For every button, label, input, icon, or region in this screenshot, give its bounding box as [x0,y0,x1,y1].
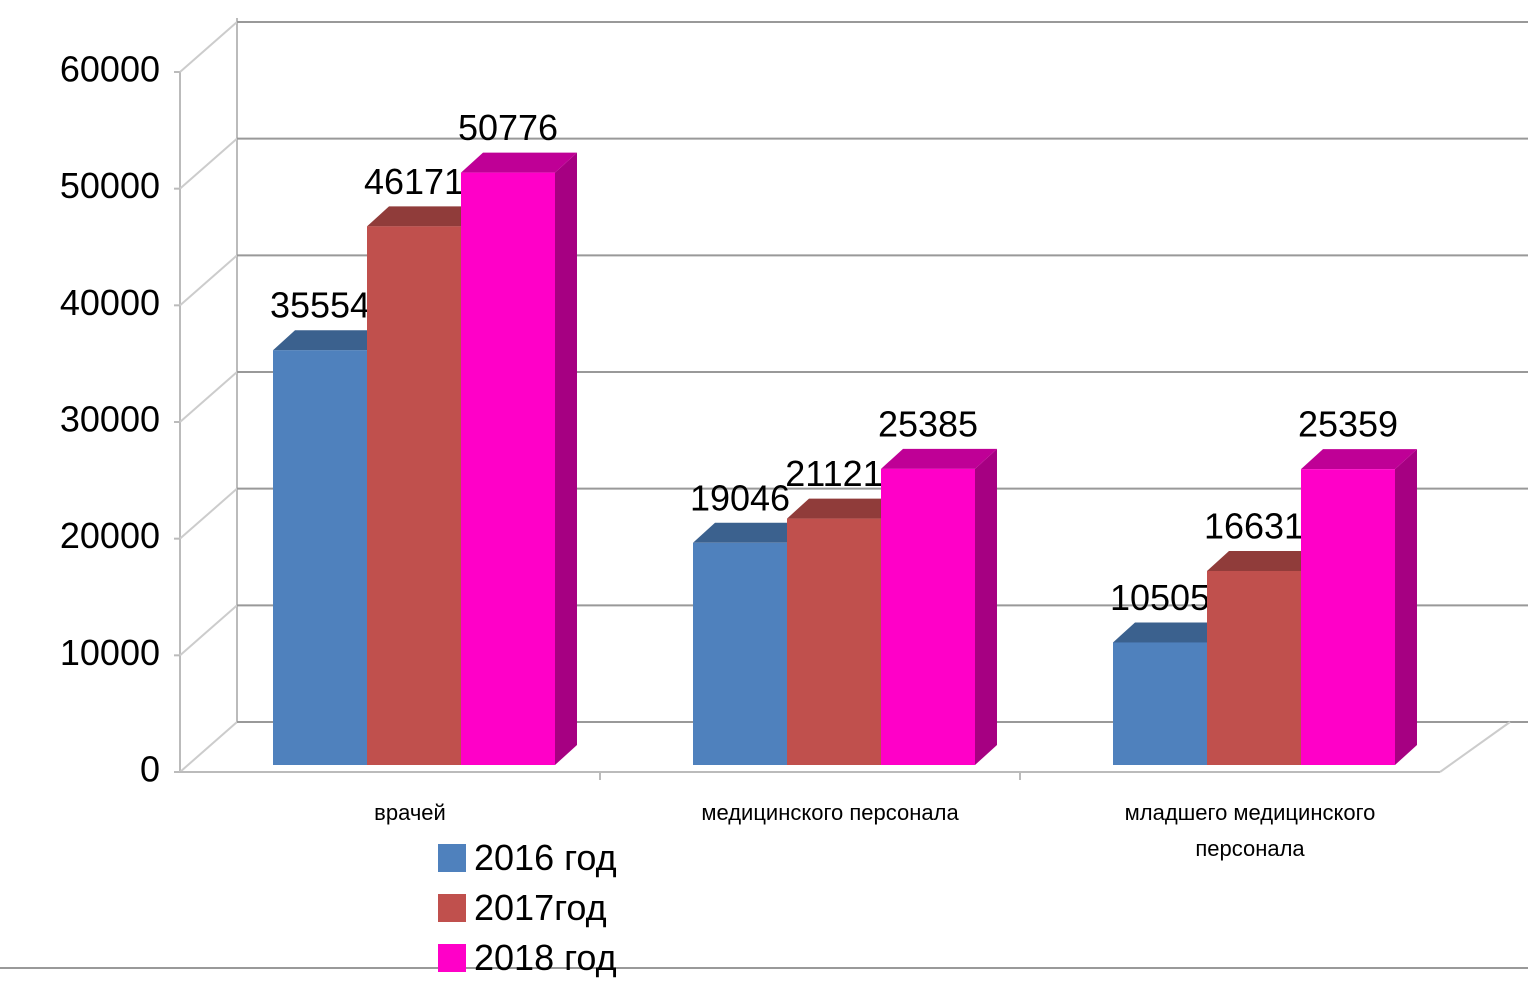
value-label: 19046 [690,477,790,518]
y-tick-label: 60000 [60,49,160,90]
legend-item: 2016 год [438,836,617,880]
y-tick-label: 50000 [60,165,160,206]
bar [367,226,461,766]
grid-diagonal [179,254,238,307]
bar-top [1301,449,1417,470]
legend-swatch [438,844,466,872]
grid-diagonal [179,487,238,540]
grid-diagonal [179,371,238,423]
value-label: 46171 [364,161,464,202]
value-label: 25359 [1298,404,1398,445]
value-label: 16631 [1204,505,1304,546]
x-tick-label: врачей [374,800,446,825]
bar-side [975,448,997,765]
y-tick-label: 20000 [60,515,160,556]
grid-diagonal [179,721,238,773]
legend-label: 2018 год [474,937,617,978]
bar-top [787,498,903,519]
bar-top [693,522,809,543]
bar-top [461,152,577,173]
legend-label: 2016 год [474,837,617,878]
x-tick-label: младшего медицинского персонала [1124,800,1376,861]
value-label: 10505 [1110,577,1210,618]
value-label: 21121 [785,453,882,494]
bar [1207,570,1301,765]
grid-diagonal [179,137,238,190]
bar-top [367,206,483,227]
legend-item: 2017год [438,886,607,930]
legend-swatch [438,944,466,972]
bar-side [1395,449,1417,765]
x-tick-label: медицинского персонала [701,800,959,825]
bar [461,172,555,765]
grid-diagonal [179,21,238,73]
y-tick-label: 0 [140,749,160,790]
value-label: 50776 [458,107,558,148]
y-tick-label: 40000 [60,282,160,323]
bar-side [555,152,577,765]
bar [1113,642,1207,765]
bar [1301,469,1395,765]
bar [273,350,367,765]
bar-top [273,330,389,351]
value-label: 25385 [878,403,978,444]
bar [881,468,975,765]
legend-label: 2017год [474,887,607,928]
legend-item: 2018 год [438,936,617,980]
bar-top [1113,622,1229,643]
floor-edge [1439,721,1511,773]
y-tick-label: 10000 [60,632,160,673]
grid-diagonal [179,604,238,657]
value-label: 35554 [270,285,370,326]
bar [693,542,787,765]
bar-top [881,448,997,469]
bar-top [1207,550,1323,571]
legend-swatch [438,894,466,922]
bar [787,518,881,765]
y-tick-label: 30000 [60,399,160,440]
